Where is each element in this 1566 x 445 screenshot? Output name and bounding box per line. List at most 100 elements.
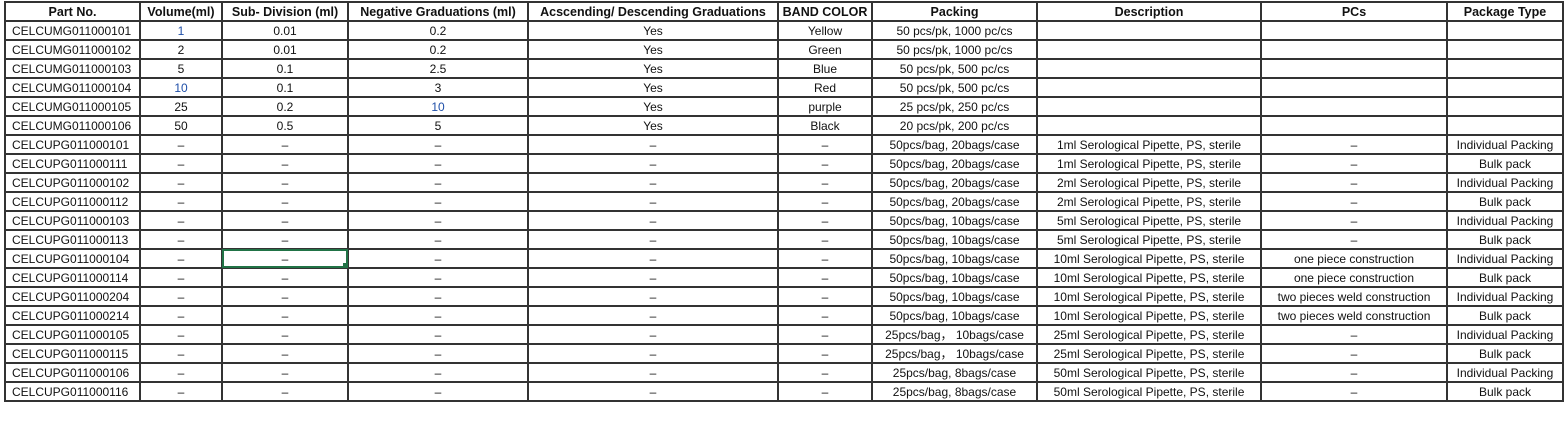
table-cell[interactable]: 0.2 [347,20,529,41]
table-cell[interactable]: – [139,324,223,345]
table-cell[interactable] [1036,39,1262,60]
table-cell[interactable] [1036,77,1262,98]
table-cell[interactable]: CELCUPG011000101 [4,134,141,155]
table-cell[interactable]: two pieces weld construction [1260,286,1448,307]
table-cell[interactable]: – [777,153,873,174]
table-cell[interactable]: 10ml Serological Pipette, PS, sterile [1036,248,1262,269]
table-cell[interactable]: 50pcs/bag, 10bags/case [871,248,1038,269]
table-cell[interactable]: two pieces weld construction [1260,305,1448,326]
table-cell[interactable]: – [139,191,223,212]
table-cell[interactable]: CELCUPG011000106 [4,362,141,383]
table-cell[interactable]: 0.01 [221,39,349,60]
column-header[interactable]: Packing [871,1,1038,22]
table-cell[interactable]: 1ml Serological Pipette, PS, sterile [1036,153,1262,174]
table-cell[interactable]: 10ml Serological Pipette, PS, sterile [1036,305,1262,326]
table-cell[interactable] [1260,77,1448,98]
table-cell[interactable]: – [347,267,529,288]
column-header[interactable]: Description [1036,1,1262,22]
table-cell[interactable]: – [347,210,529,231]
table-cell[interactable]: 1ml Serological Pipette, PS, sterile [1036,134,1262,155]
table-cell[interactable]: – [221,210,349,231]
table-cell[interactable]: – [777,381,873,402]
table-cell[interactable]: – [777,305,873,326]
table-cell[interactable]: – [221,229,349,250]
table-cell[interactable]: CELCUPG011000113 [4,229,141,250]
table-cell[interactable]: – [777,343,873,364]
column-header[interactable]: Volume(ml) [139,1,223,22]
table-cell[interactable]: – [527,324,779,345]
table-cell[interactable]: 25pcs/bag, 8bags/case [871,381,1038,402]
table-cell[interactable]: 3 [347,77,529,98]
table-cell[interactable]: 25pcs/bag， 10bags/case [871,343,1038,364]
table-cell[interactable]: CELCUPG011000105 [4,324,141,345]
table-cell[interactable]: – [777,362,873,383]
table-cell[interactable]: Individual Packing [1446,134,1564,155]
table-cell[interactable]: Green [777,39,873,60]
table-cell[interactable]: – [221,343,349,364]
table-cell[interactable]: Individual Packing [1446,324,1564,345]
table-cell[interactable]: 50pcs/bag, 20bags/case [871,134,1038,155]
table-cell[interactable]: – [527,172,779,193]
table-cell[interactable]: – [347,381,529,402]
table-cell[interactable] [1260,96,1448,117]
table-cell[interactable]: Bulk pack [1446,153,1564,174]
table-cell[interactable]: one piece construction [1260,267,1448,288]
table-cell[interactable]: – [139,134,223,155]
table-cell[interactable]: – [139,267,223,288]
table-cell[interactable]: CELCUMG011000101 [4,20,141,41]
table-cell[interactable]: – [1260,362,1448,383]
table-cell[interactable]: – [527,267,779,288]
table-cell[interactable]: – [347,134,529,155]
table-cell[interactable]: CELCUPG011000114 [4,267,141,288]
table-cell[interactable]: – [347,343,529,364]
table-cell[interactable]: Red [777,77,873,98]
table-cell[interactable] [1446,115,1564,136]
table-cell[interactable]: 0.5 [221,115,349,136]
table-cell[interactable]: 50 pcs/pk, 500 pc/cs [871,58,1038,79]
table-cell[interactable]: CELCUMG011000104 [4,77,141,98]
table-cell[interactable]: – [347,362,529,383]
table-cell[interactable]: – [1260,153,1448,174]
table-cell[interactable] [1036,20,1262,41]
table-cell[interactable] [1446,77,1564,98]
selected-cell[interactable]: – [221,248,349,269]
table-cell[interactable]: Yes [527,96,779,117]
table-cell[interactable]: 5 [347,115,529,136]
table-cell[interactable]: 2.5 [347,58,529,79]
column-header[interactable]: Part No. [4,1,141,22]
table-cell[interactable]: purple [777,96,873,117]
table-cell[interactable]: 50pcs/bag, 10bags/case [871,286,1038,307]
table-cell[interactable]: CELCUMG011000102 [4,39,141,60]
table-cell[interactable] [1446,20,1564,41]
table-cell[interactable]: – [347,153,529,174]
table-cell[interactable]: Bulk pack [1446,191,1564,212]
table-cell[interactable]: – [527,343,779,364]
table-cell[interactable]: – [221,305,349,326]
table-cell[interactable]: 25ml Serological Pipette, PS, sterile [1036,324,1262,345]
table-cell[interactable]: – [527,381,779,402]
table-cell[interactable]: – [347,305,529,326]
table-cell[interactable]: 5 [139,58,223,79]
table-cell[interactable]: 0.2 [221,96,349,117]
table-cell[interactable]: – [527,248,779,269]
table-cell[interactable]: – [777,286,873,307]
table-cell[interactable]: 0.1 [221,77,349,98]
table-cell[interactable]: Yes [527,20,779,41]
table-cell[interactable]: – [777,229,873,250]
table-cell[interactable]: Bulk pack [1446,267,1564,288]
table-cell[interactable] [1260,39,1448,60]
table-cell[interactable]: – [139,286,223,307]
table-cell[interactable]: 50 pcs/pk, 1000 pc/cs [871,20,1038,41]
table-cell[interactable]: CELCUPG011000111 [4,153,141,174]
table-cell[interactable]: 50ml Serological Pipette, PS, sterile [1036,381,1262,402]
table-cell[interactable]: – [527,153,779,174]
table-cell[interactable]: Individual Packing [1446,362,1564,383]
table-cell[interactable]: – [139,153,223,174]
table-cell[interactable]: – [1260,343,1448,364]
table-cell[interactable]: – [139,362,223,383]
table-cell[interactable]: 25ml Serological Pipette, PS, sterile [1036,343,1262,364]
table-cell[interactable]: – [347,229,529,250]
table-cell[interactable]: – [777,248,873,269]
table-cell[interactable]: Individual Packing [1446,210,1564,231]
table-cell[interactable]: – [347,286,529,307]
